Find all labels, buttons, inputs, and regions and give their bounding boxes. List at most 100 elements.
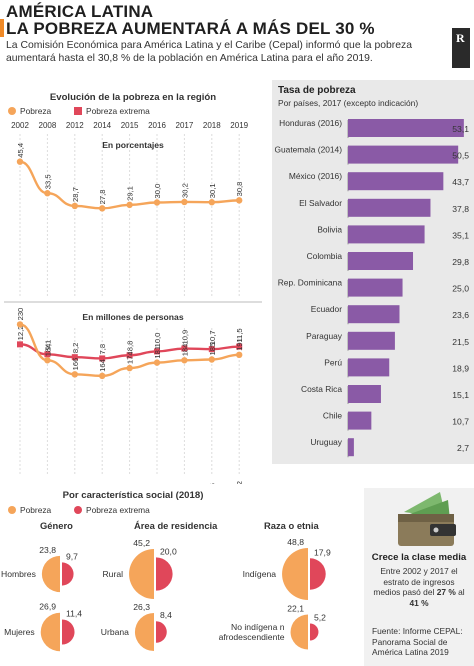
bar-category-label: Paraguay: [306, 331, 343, 341]
bar-value-label: 37,8: [452, 204, 469, 214]
data-point-extrema: [17, 341, 23, 348]
data-point-pobreza: [126, 201, 133, 209]
poverty-rate-panel: Tasa de pobreza Por países, 2017 (except…: [272, 80, 474, 464]
data-label: 164: [98, 359, 107, 372]
note-value-2002: 27 %: [436, 587, 456, 597]
bar-value-label: 23,6: [452, 310, 469, 320]
half-circle-extrema: [310, 558, 326, 590]
value-pobreza: 26,9: [39, 602, 56, 612]
bar: [348, 331, 395, 350]
brand-logo-letter: R: [456, 31, 465, 45]
row-label: Mujeres: [4, 627, 35, 637]
data-label: 30,8: [235, 182, 244, 197]
bar-value-label: 29,8: [452, 257, 469, 267]
data-label: 11,5: [235, 328, 244, 342]
year-tick-label: 2002: [11, 121, 29, 130]
evolution-section: Evolución de la pobreza en la región Pob…: [0, 92, 266, 484]
half-circle-pobreza: [134, 612, 154, 652]
panel-1-label: En porcentajes: [102, 140, 164, 150]
data-point-pobreza: [99, 205, 106, 212]
data-point-pobreza: [181, 357, 188, 364]
data-point-pobreza: [236, 197, 243, 204]
half-circle-extrema: [62, 619, 75, 645]
data-label: 30,0: [153, 184, 162, 199]
row-label: Urbana: [101, 627, 129, 637]
half-circle-pobreza: [290, 614, 308, 650]
legend-extrema: Pobreza extrema: [74, 106, 150, 116]
social-title: Por característica social (2018): [62, 490, 204, 501]
social-legend-extrema-label: Pobreza extrema: [86, 505, 150, 515]
data-point-pobreza: [208, 199, 215, 206]
data-label: 33,5: [43, 174, 52, 189]
bar-value-label: 18,9: [452, 363, 469, 373]
bar: [348, 172, 444, 191]
value-extrema: 9,7: [66, 551, 78, 561]
legend-extrema-label: Pobreza extrema: [86, 106, 150, 116]
note-text-part1: Entre 2002 y 2017 el estrato de ingresos…: [373, 566, 458, 597]
data-label: 191: [235, 338, 244, 351]
note-text: Entre 2002 y 2017 el estrato de ingresos…: [370, 566, 468, 608]
value-pobreza: 26,3: [133, 602, 150, 612]
value-extrema: 20,0: [160, 546, 177, 556]
data-label: 184: [180, 344, 189, 357]
group-title-area: Área de residencia: [134, 520, 218, 531]
rate-title: Tasa de pobreza: [278, 85, 356, 96]
bar-category-label: Chile: [323, 411, 342, 421]
bar: [348, 438, 354, 457]
data-label: 8,8: [126, 341, 135, 352]
social-legend-pobreza-label: Pobreza: [20, 505, 52, 515]
bar-category-label: Costa Rica: [301, 384, 342, 394]
social-legend-extrema-dot: [74, 506, 82, 514]
legend-pobreza-label: Pobreza: [20, 106, 52, 116]
data-label: 66: [208, 483, 217, 484]
data-point-extrema: [208, 346, 215, 353]
intro-text: La Comisión Económica para América Latin…: [6, 40, 413, 64]
data-point-pobreza: [44, 357, 51, 364]
row-label: afrodescendiente: [219, 632, 285, 642]
value-pobreza: 23,8: [39, 545, 56, 555]
year-tick-label: 2017: [176, 121, 194, 130]
bar: [348, 385, 381, 403]
value-pobreza: 48,8: [287, 537, 304, 547]
social-legend-pobreza: Pobreza: [8, 505, 51, 515]
data-point-extrema: [181, 345, 188, 352]
data-label: 185: [208, 343, 217, 356]
bar-value-label: 21,5: [452, 337, 469, 347]
data-point-pobreza: [99, 372, 106, 380]
bar-category-label: Rep. Dominicana: [278, 278, 343, 288]
social-legend-pobreza-dot: [8, 506, 16, 514]
bar-value-label: 10,7: [452, 417, 469, 427]
data-label: 12,2: [16, 326, 25, 341]
data-point-extrema: [71, 354, 78, 361]
data-point-pobreza: [181, 198, 188, 206]
title-line-1: AMÉRICA LATINA: [6, 2, 154, 21]
data-point-pobreza: [71, 371, 79, 378]
bar-category-label: El Salvador: [299, 198, 342, 208]
bar-value-label: 53,1: [452, 124, 469, 134]
legend-extrema-square: [74, 107, 82, 115]
year-tick-label: 2014: [93, 121, 111, 130]
year-tick-label: 2016: [148, 121, 166, 130]
year-tick-label: 2012: [66, 121, 84, 130]
data-point-extrema: [44, 351, 51, 358]
data-label: 30,2: [180, 183, 189, 198]
bar-value-label: 15,1: [452, 390, 469, 400]
value-extrema: 17,9: [314, 547, 331, 557]
bar-category-label: Bolivia: [317, 224, 342, 234]
group-title-raza: Raza o etnia: [264, 520, 319, 531]
data-label: 10,9: [180, 330, 189, 345]
data-point-pobreza: [153, 359, 161, 366]
year-tick-label: 2008: [39, 121, 57, 130]
year-tick-label: 2019: [230, 121, 248, 130]
year-tick-label: 2018: [203, 121, 221, 130]
data-label: 10,7: [208, 330, 217, 345]
value-pobreza: 22,1: [287, 604, 304, 614]
bar-category-label: Guatemala (2014): [274, 145, 342, 155]
evolution-chart: 2002 2008 2012 2014 2015 2016 2017 2018 2019 En …: [4, 121, 262, 484]
note-value-2017: 41 %: [409, 597, 429, 608]
social-legend-extrema: Pobreza extrema: [74, 505, 150, 515]
bar: [348, 198, 431, 217]
half-circle-pobreza: [129, 549, 154, 599]
panel-2-label: En millones de personas: [82, 312, 183, 322]
half-circle-extrema: [156, 557, 173, 591]
